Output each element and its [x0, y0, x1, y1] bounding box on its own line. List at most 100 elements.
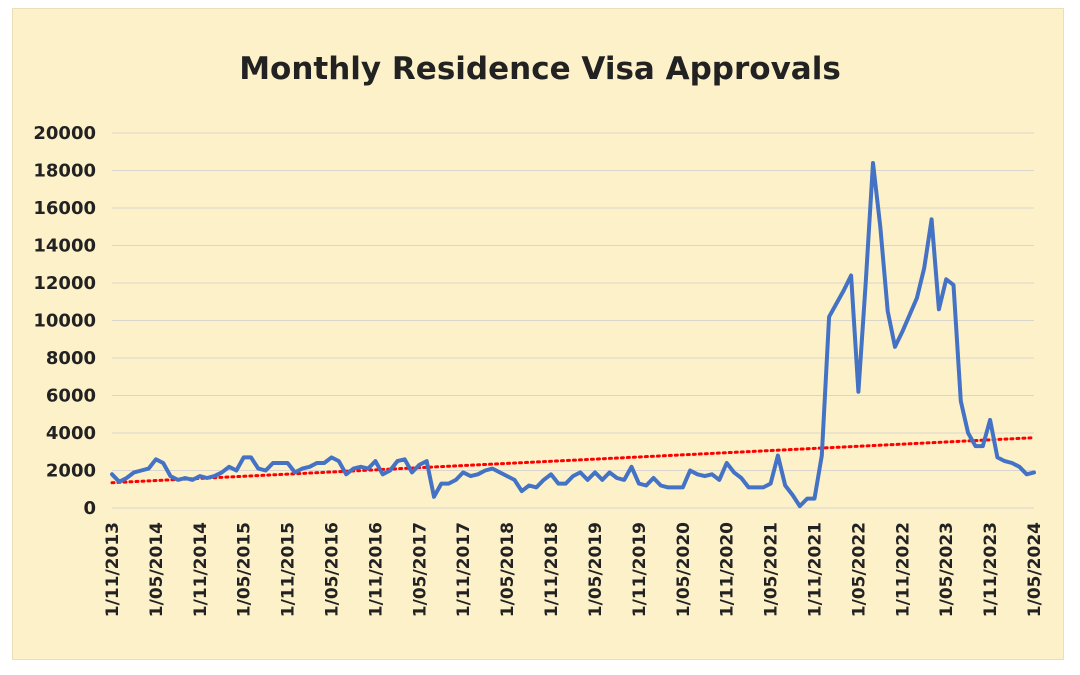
data-point [937, 307, 941, 311]
y-tick-label: 2000 [46, 461, 96, 482]
data-point [695, 472, 699, 476]
x-tick-label: 1/11/2022 [893, 522, 913, 617]
y-axis-tick-labels: 0 2000 4000 6000 8000 10000 12000 14000 16000 180… [33, 123, 96, 519]
data-point [549, 472, 553, 476]
data-point [710, 472, 714, 476]
data-point [359, 465, 363, 469]
data-point [834, 302, 838, 306]
y-tick-label: 4000 [46, 423, 96, 444]
data-point [432, 495, 436, 499]
data-point [820, 454, 824, 458]
data-point [447, 482, 451, 486]
x-tick-label: 1/11/2017 [454, 522, 474, 617]
data-point [1010, 461, 1014, 465]
data-point [381, 472, 385, 476]
x-tick-label: 1/11/2015 [279, 522, 299, 617]
data-point [264, 469, 268, 473]
x-tick-label: 1/05/2024 [1025, 522, 1045, 617]
data-point [988, 418, 992, 422]
data-point [630, 465, 634, 469]
y-tick-label: 8000 [46, 348, 96, 369]
x-tick-label: 1/05/2017 [410, 522, 430, 617]
data-point [505, 474, 509, 478]
data-point [527, 484, 531, 488]
line-chart: Monthly Residence Visa Approvals 0 2000 40… [33, 51, 1045, 617]
x-tick-label: 1/05/2015 [235, 522, 255, 617]
x-tick-label: 1/05/2019 [586, 522, 606, 617]
data-point [593, 470, 597, 474]
data-point [469, 474, 473, 478]
data-point [974, 444, 978, 448]
data-point [1003, 459, 1007, 463]
x-tick-label: 1/05/2023 [937, 522, 957, 617]
data-point [242, 455, 246, 459]
data-point [571, 474, 575, 478]
data-point [637, 482, 641, 486]
data-point [652, 476, 656, 480]
data-point [666, 485, 670, 489]
data-point [476, 472, 480, 476]
data-point [300, 467, 304, 471]
x-tick-label: 1/05/2018 [498, 522, 518, 617]
x-tick-label: 1/11/2013 [103, 522, 123, 617]
data-point [344, 472, 348, 476]
data-point [578, 470, 582, 474]
data-point [615, 476, 619, 480]
x-tick-label: 1/05/2020 [674, 522, 694, 617]
data-point [856, 390, 860, 394]
data-point [278, 461, 282, 465]
data-point [373, 459, 377, 463]
x-tick-label: 1/11/2016 [366, 522, 386, 617]
data-point [813, 497, 817, 501]
gridlines [112, 132, 1034, 509]
y-tick-label: 20000 [33, 123, 96, 144]
data-point [395, 459, 399, 463]
data-point [513, 478, 517, 482]
data-point [330, 455, 334, 459]
data-point [388, 469, 392, 473]
x-tick-label: 1/05/2021 [762, 522, 782, 617]
data-point [952, 283, 956, 287]
data-point [673, 485, 677, 489]
data-point [125, 476, 129, 480]
x-tick-label: 1/11/2020 [718, 522, 738, 617]
data-point [534, 485, 538, 489]
data-point [959, 399, 963, 403]
data-point [754, 485, 758, 489]
data-point [227, 465, 231, 469]
data-point [930, 217, 934, 221]
data-point [886, 309, 890, 313]
data-point [425, 459, 429, 463]
data-point [161, 461, 165, 465]
data-point [871, 161, 875, 165]
data-point [769, 482, 773, 486]
y-tick-label: 14000 [33, 236, 96, 257]
data-point [600, 478, 604, 482]
data-point [717, 478, 721, 482]
data-point [110, 472, 114, 476]
data-point [608, 470, 612, 474]
data-point [337, 459, 341, 463]
series-line-monthly-approvals [110, 161, 1036, 509]
data-point [586, 478, 590, 482]
data-point [154, 457, 158, 461]
data-point [498, 470, 502, 474]
data-point [703, 474, 707, 478]
data-point [132, 470, 136, 474]
data-point [410, 470, 414, 474]
data-point [315, 461, 319, 465]
x-tick-label: 1/05/2016 [323, 522, 343, 617]
data-point [322, 461, 326, 465]
data-point [205, 476, 209, 480]
y-tick-label: 12000 [33, 273, 96, 294]
data-point [556, 482, 560, 486]
data-point [732, 470, 736, 474]
data-point [849, 274, 853, 278]
data-point [761, 485, 765, 489]
data-point [798, 504, 802, 508]
data-point [491, 467, 495, 471]
data-point [308, 465, 312, 469]
data-point [1017, 465, 1021, 469]
data-point [791, 493, 795, 497]
data-point [139, 469, 143, 473]
